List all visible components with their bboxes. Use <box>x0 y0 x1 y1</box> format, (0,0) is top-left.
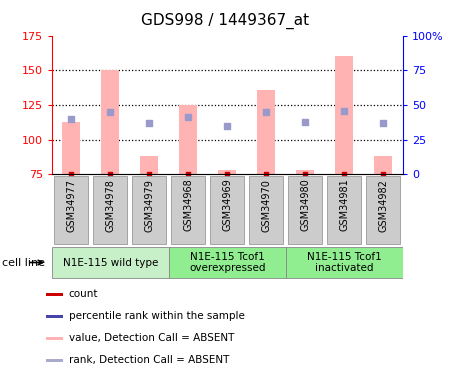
Point <box>224 123 231 129</box>
FancyBboxPatch shape <box>288 176 322 244</box>
Point <box>146 171 153 177</box>
FancyBboxPatch shape <box>54 176 88 244</box>
Text: GSM34982: GSM34982 <box>378 178 388 231</box>
FancyBboxPatch shape <box>93 176 127 244</box>
Text: cell line: cell line <box>2 258 45 267</box>
Point <box>146 120 153 126</box>
Text: GDS998 / 1449367_at: GDS998 / 1449367_at <box>141 13 309 29</box>
Point <box>263 171 270 177</box>
Text: rank, Detection Call = ABSENT: rank, Detection Call = ABSENT <box>68 355 229 365</box>
Point <box>380 120 387 126</box>
Bar <box>46 315 63 318</box>
Point <box>107 109 114 115</box>
Text: GSM34980: GSM34980 <box>300 178 310 231</box>
Bar <box>63 122 80 174</box>
Point <box>68 116 75 122</box>
Text: N1E-115 Tcof1
overexpressed: N1E-115 Tcof1 overexpressed <box>189 252 266 273</box>
FancyBboxPatch shape <box>52 247 169 278</box>
Text: GSM34978: GSM34978 <box>105 178 115 231</box>
Text: GSM34969: GSM34969 <box>222 178 232 231</box>
Point <box>184 171 192 177</box>
FancyBboxPatch shape <box>171 176 205 244</box>
Text: GSM34968: GSM34968 <box>183 178 193 231</box>
Bar <box>46 359 63 362</box>
FancyBboxPatch shape <box>366 176 400 244</box>
Bar <box>140 156 158 174</box>
Bar <box>374 156 392 174</box>
Bar <box>46 292 63 296</box>
Point <box>302 171 309 177</box>
FancyBboxPatch shape <box>169 247 286 278</box>
Text: GSM34979: GSM34979 <box>144 178 154 231</box>
FancyBboxPatch shape <box>210 176 244 244</box>
FancyBboxPatch shape <box>286 247 403 278</box>
Text: value, Detection Call = ABSENT: value, Detection Call = ABSENT <box>68 333 234 343</box>
Point <box>341 171 348 177</box>
Text: GSM34970: GSM34970 <box>261 178 271 231</box>
Bar <box>257 90 275 174</box>
Bar <box>101 70 119 174</box>
Text: GSM34981: GSM34981 <box>339 178 349 231</box>
Bar <box>46 337 63 340</box>
Point <box>68 171 75 177</box>
Text: count: count <box>68 289 98 299</box>
Point <box>263 109 270 115</box>
Point <box>107 171 114 177</box>
Bar <box>219 170 236 174</box>
FancyBboxPatch shape <box>249 176 284 244</box>
Text: GSM34977: GSM34977 <box>66 178 76 232</box>
Text: N1E-115 wild type: N1E-115 wild type <box>63 258 158 267</box>
Bar <box>180 105 197 174</box>
Point <box>302 118 309 124</box>
Bar <box>297 170 314 174</box>
FancyBboxPatch shape <box>132 176 166 244</box>
Text: N1E-115 Tcof1
inactivated: N1E-115 Tcof1 inactivated <box>307 252 382 273</box>
Point <box>341 108 348 114</box>
Point <box>184 114 192 120</box>
Point <box>224 171 231 177</box>
Point <box>380 171 387 177</box>
FancyBboxPatch shape <box>327 176 361 244</box>
Text: percentile rank within the sample: percentile rank within the sample <box>68 311 244 321</box>
Bar <box>336 57 353 174</box>
